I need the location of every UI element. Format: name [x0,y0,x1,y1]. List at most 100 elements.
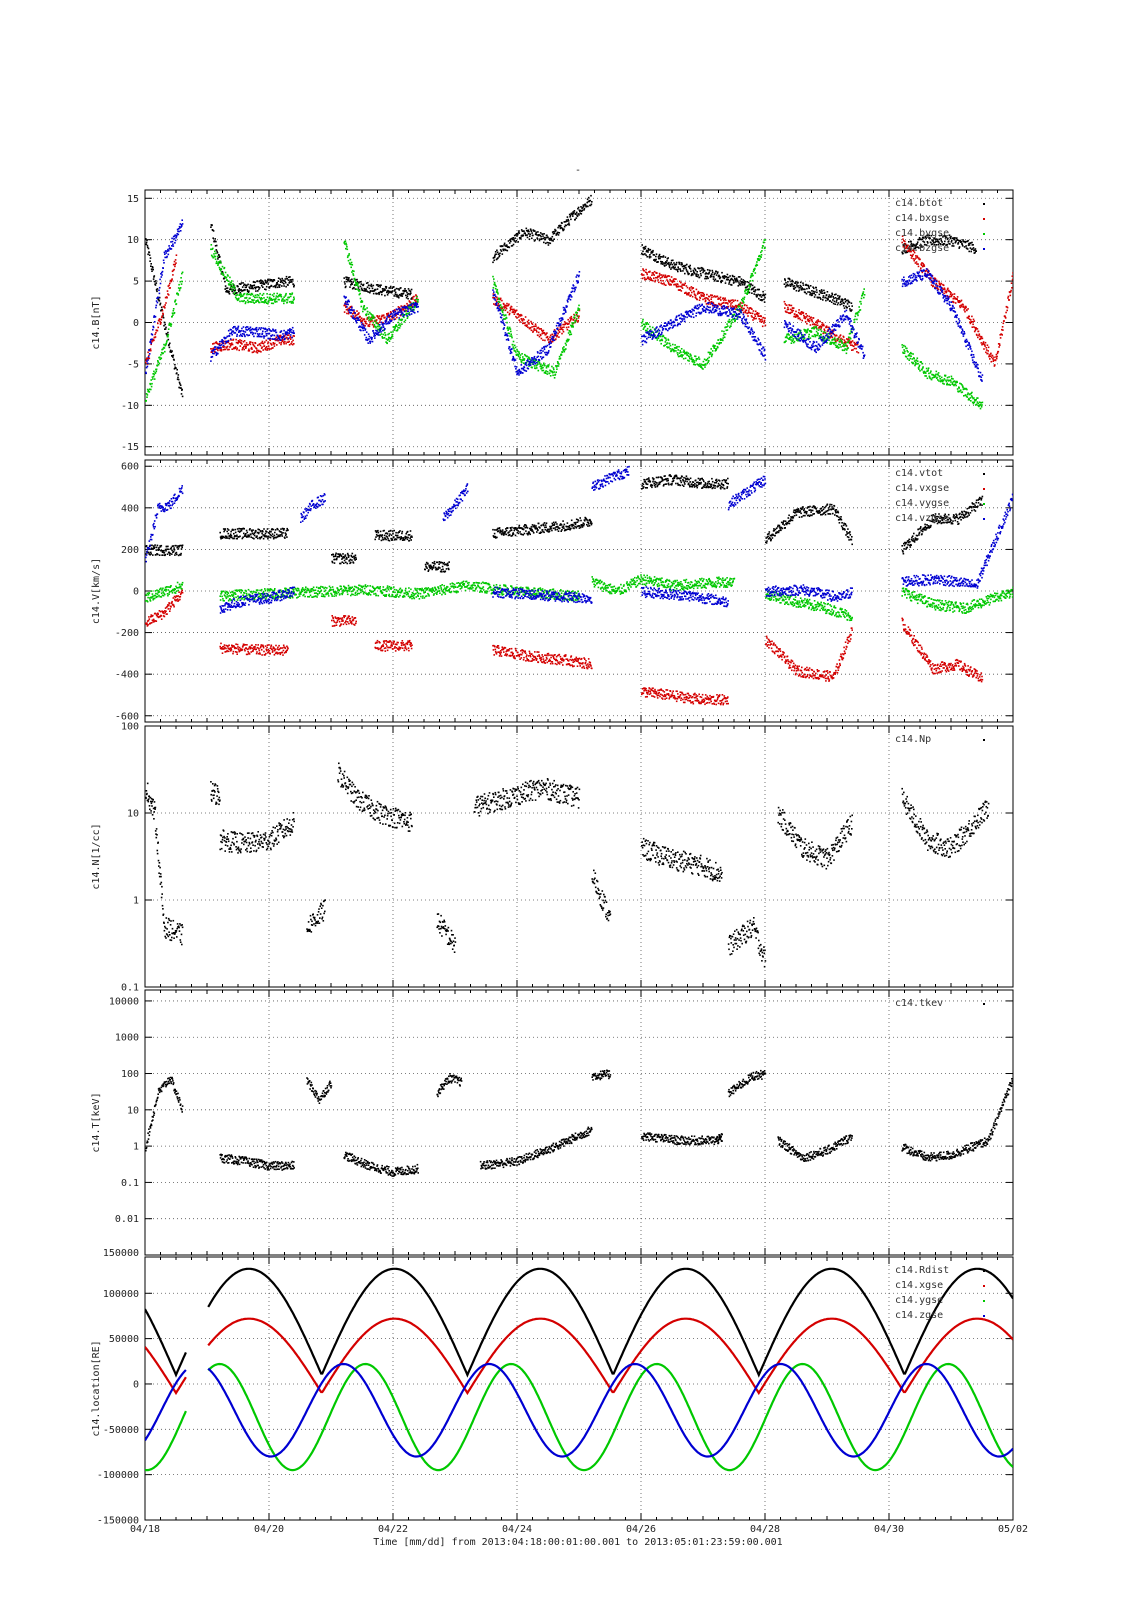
data-point [514,346,517,349]
data-point [402,309,405,311]
data-point [260,335,263,338]
data-point [816,324,819,327]
data-point [262,327,264,329]
data-point [376,325,379,328]
data-point [852,349,854,351]
data-point [389,313,392,316]
data-point [260,301,263,303]
data-point [710,300,713,303]
data-point [160,273,162,275]
data-point [150,263,152,265]
data-point [574,319,576,322]
data-point [951,377,953,380]
data-point [181,271,184,274]
data-point [406,291,408,294]
data-point [359,285,362,288]
data-point [961,385,964,387]
data-point [758,315,761,317]
data-point [156,301,159,304]
data-point [853,347,856,350]
data-point [271,338,273,340]
data-point [174,259,177,261]
data-point [563,346,565,348]
data-point [518,352,521,355]
data-point [807,291,809,293]
data-point [273,298,276,301]
data-point [257,328,259,331]
data-point [254,342,257,345]
data-point [514,350,516,352]
data-point [279,334,282,337]
data-point [553,230,555,233]
data-point [260,279,262,281]
data-point [918,365,920,368]
data-point [150,341,153,344]
data-point [905,356,908,358]
data-point [513,308,515,311]
data-point [642,253,645,256]
data-point [713,276,715,278]
data-point [665,339,667,341]
data-point [495,291,498,293]
data-point [146,362,149,364]
data-point [573,211,575,214]
data-point [272,298,274,301]
data-point [401,318,404,321]
data-point [661,339,664,342]
data-point [982,341,985,343]
data-point [1009,294,1012,297]
data-point [288,329,290,331]
data-point [371,315,373,318]
data-point [962,303,964,306]
data-point [160,316,163,319]
data-point [286,299,289,301]
data-point [980,337,982,339]
data-point [148,354,150,357]
data-point [410,298,412,300]
data-point [751,292,753,294]
data-point [1007,295,1010,298]
data-point [385,338,388,340]
data-point [256,352,259,354]
data-point [762,290,764,293]
data-point [970,250,972,253]
data-point [698,358,701,360]
data-point [164,256,166,259]
data-point [508,303,510,305]
data-point [918,237,921,239]
data-point [346,306,348,308]
data-point [855,347,857,350]
data-point [528,357,531,359]
data-point [356,278,358,281]
data-point [690,270,692,273]
data-point [381,291,383,293]
data-point [272,329,275,331]
data-point [537,326,540,329]
data-point [816,334,819,337]
data-point [808,335,810,338]
data-point [499,252,501,255]
data-point [239,296,242,298]
data-point [833,300,836,303]
data-point [167,338,170,341]
data-point [275,297,277,299]
data-point [694,294,697,297]
data-point [937,372,940,374]
data-point [403,321,406,323]
data-point [153,280,156,283]
data-point [974,329,977,332]
data-point [824,296,827,299]
data-point [391,319,393,321]
data-point [288,334,290,336]
data-point [291,336,293,339]
data-point [822,337,824,340]
data-point [363,288,366,290]
data-point [518,319,521,321]
data-point [758,259,760,262]
data-point [930,281,933,283]
data-point [951,293,954,296]
data-point [662,256,664,258]
data-point [916,357,919,359]
data-point [567,318,569,321]
data-point [1004,317,1007,319]
